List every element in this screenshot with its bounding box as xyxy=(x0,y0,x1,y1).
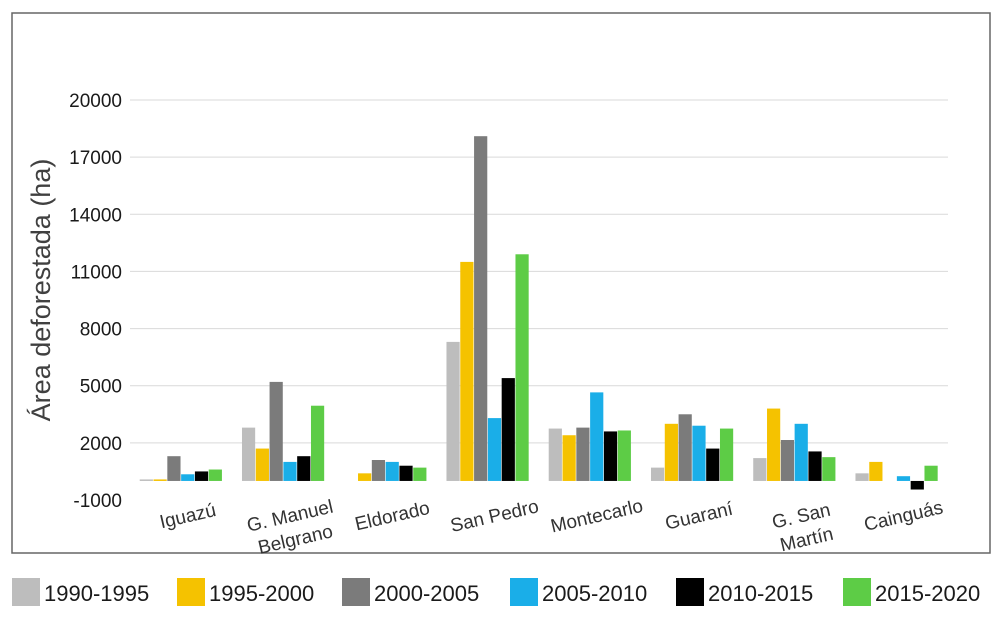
bar xyxy=(385,461,399,481)
legend-label: 2010-2015 xyxy=(708,581,813,606)
bar xyxy=(719,428,734,481)
y-axis-label: Área deforestada (ha) xyxy=(26,159,56,422)
bar xyxy=(241,427,256,481)
legend-label: 2000-2005 xyxy=(374,581,479,606)
gridlines xyxy=(130,99,948,444)
legend-label: 2005-2010 xyxy=(542,581,647,606)
y-tick-label: 20000 xyxy=(69,91,122,112)
bar xyxy=(924,465,938,481)
bar xyxy=(153,479,167,481)
bar xyxy=(413,467,427,481)
bar xyxy=(139,479,153,481)
bar xyxy=(297,456,311,481)
legend-label: 2015-2020 xyxy=(875,581,980,606)
y-tick-labels: 20000 17000 14000 11000 8000 5000 2000 -1000 xyxy=(69,91,122,512)
bar xyxy=(822,457,836,481)
bar xyxy=(753,458,767,481)
bar xyxy=(869,461,883,481)
bar xyxy=(548,428,562,481)
legend-swatch xyxy=(510,578,538,606)
legend-swatch xyxy=(342,578,370,606)
bar xyxy=(501,378,515,481)
legend: 1990-1995 1995-2000 2000-2005 2005-2010 2010… xyxy=(12,578,980,606)
bar xyxy=(460,261,474,481)
bar xyxy=(780,440,795,481)
bar xyxy=(617,430,631,481)
bar xyxy=(358,473,372,481)
bar xyxy=(208,469,222,481)
y-tick-label: 11000 xyxy=(71,262,122,283)
y-tick-label: 17000 xyxy=(69,148,122,169)
bar xyxy=(692,425,706,481)
legend-swatch xyxy=(676,578,704,606)
bar xyxy=(167,456,181,481)
bar xyxy=(678,414,692,481)
y-tick-label: 2000 xyxy=(80,434,122,455)
bar xyxy=(446,341,460,481)
bar xyxy=(194,471,209,481)
bar xyxy=(590,392,604,481)
bar xyxy=(399,465,413,481)
bar xyxy=(576,427,590,481)
bar xyxy=(896,476,911,481)
legend-label: 1990-1995 xyxy=(44,581,149,606)
bar xyxy=(269,381,283,481)
bar xyxy=(310,405,325,481)
bar xyxy=(603,431,618,481)
bar xyxy=(910,480,924,490)
legend-swatch xyxy=(843,578,871,606)
bar xyxy=(283,461,297,481)
bar xyxy=(855,473,869,481)
y-tick-label: -1000 xyxy=(73,491,122,512)
y-tick-label: 5000 xyxy=(80,377,122,398)
bar xyxy=(474,136,488,481)
bar xyxy=(650,467,665,481)
bar xyxy=(487,418,502,481)
legend-label: 1995-2000 xyxy=(209,581,314,606)
legend-swatch xyxy=(12,578,40,606)
y-tick-label: 8000 xyxy=(80,320,122,341)
bar xyxy=(664,423,678,481)
bar xyxy=(808,451,822,481)
bar xyxy=(562,435,576,481)
bars xyxy=(139,136,938,490)
bar xyxy=(255,448,269,481)
bar xyxy=(181,474,195,481)
bar xyxy=(371,460,386,481)
y-tick-label: 14000 xyxy=(69,205,122,226)
legend-swatch xyxy=(177,578,205,606)
bar xyxy=(794,423,808,481)
bar xyxy=(706,448,720,481)
bar xyxy=(767,408,781,481)
bar xyxy=(515,254,529,481)
